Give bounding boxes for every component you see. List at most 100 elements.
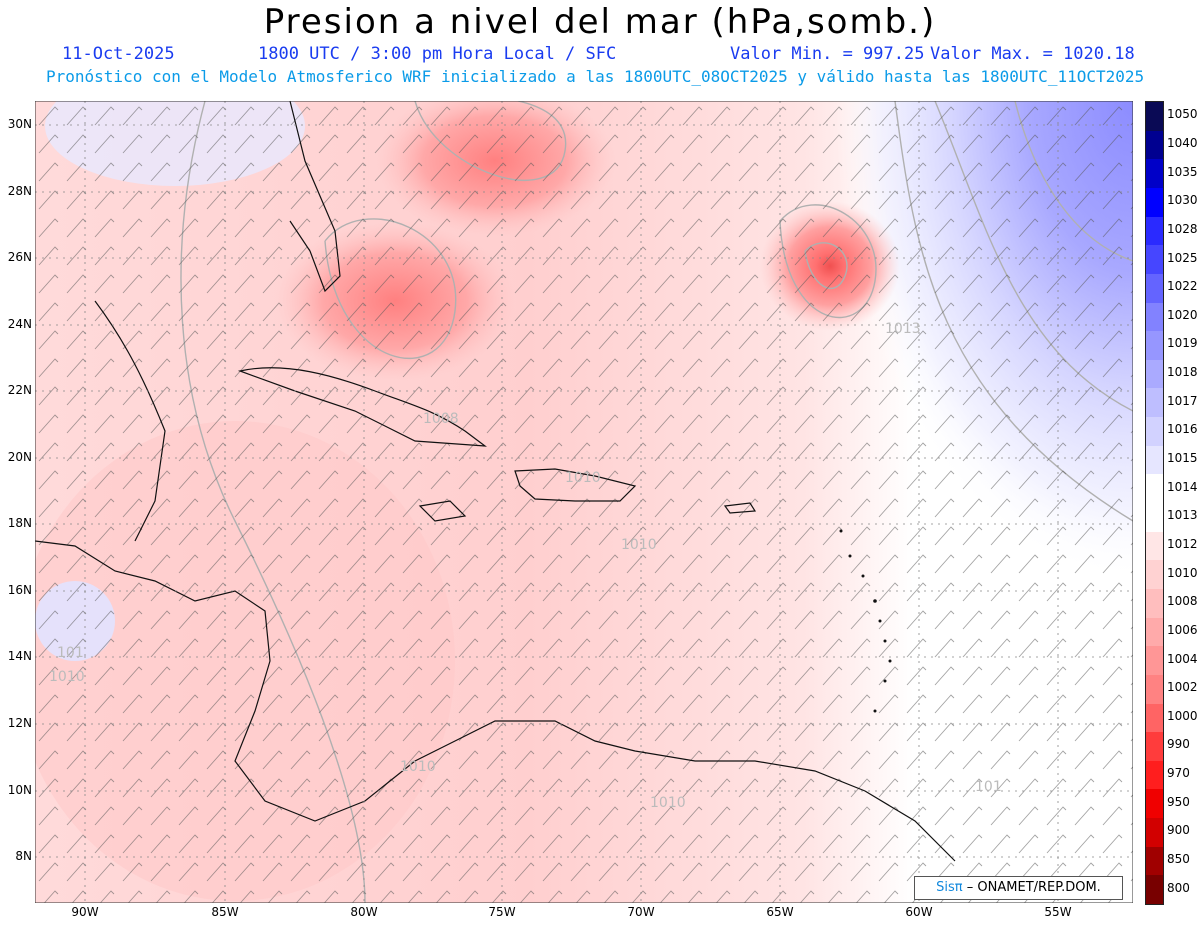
sispi-logo: Sisπ (936, 880, 963, 895)
colorbar-cell (1146, 388, 1163, 418)
lon-tick: 60W (905, 905, 933, 919)
colorbar-cell (1146, 331, 1163, 361)
colorbar-cell (1146, 445, 1163, 475)
lat-tick: 18N (7, 516, 32, 530)
colorbar-label: 1050 (1167, 107, 1198, 122)
credit-text: – ONAMET/REP.DOM. (966, 880, 1101, 895)
colorbar-label: 1013 (1167, 508, 1198, 523)
wind-barbs (35, 101, 1133, 903)
contour-label: 1010 (400, 759, 436, 775)
colorbar-label: 1028 (1167, 221, 1198, 236)
contour-label: 1010 (565, 470, 601, 486)
colorbar-cell (1146, 560, 1163, 590)
model-info: Pronóstico con el Modelo Atmosferico WRF… (46, 67, 1145, 86)
colorbar-cell (1146, 130, 1163, 160)
graticule (35, 101, 1133, 903)
contour-label: 1010 (49, 669, 85, 685)
colorbar-label: 990 (1167, 737, 1190, 752)
contour-label: 1010 (650, 795, 686, 811)
min-value: Valor Min. = 997.25 (730, 44, 925, 64)
colorbar-label: 950 (1167, 794, 1190, 809)
colorbar-cell (1146, 245, 1163, 275)
colorbar-label: 1018 (1167, 365, 1198, 380)
lon-tick: 80W (350, 905, 378, 919)
lat-tick: 26N (7, 250, 32, 264)
colorbar-cell (1146, 588, 1163, 619)
colorbar-cell (1146, 302, 1163, 332)
lon-tick: 55W (1044, 905, 1072, 919)
florida-coast (289, 101, 341, 293)
contour-label: 101 (57, 645, 84, 661)
yucatan-coast (94, 300, 166, 542)
colorbar-label: 1014 (1167, 479, 1198, 494)
colorbar-cell (1146, 646, 1163, 676)
colorbar-label: 850 (1167, 852, 1190, 867)
contour-label: 1008 (423, 411, 459, 427)
lat-tick: 20N (7, 450, 32, 464)
coastlines (35, 101, 956, 862)
mainland-coast (35, 540, 956, 862)
colorbar-label: 1040 (1167, 135, 1198, 150)
map-title: Presion a nivel del mar (hPa,somb.) (263, 2, 937, 42)
colorbar-cell (1146, 187, 1163, 218)
colorbar-label: 900 (1167, 823, 1190, 838)
colorbar-cell (1146, 875, 1163, 905)
colorbar-label: 1000 (1167, 708, 1198, 723)
colorbar-label: 1035 (1167, 164, 1198, 179)
lat-tick: 12N (7, 716, 32, 730)
contour-label: 101 (975, 779, 1002, 795)
lon-tick: 65W (766, 905, 794, 919)
max-value: Valor Max. = 1020.18 (930, 44, 1135, 64)
colorbar-label: 1004 (1167, 651, 1198, 666)
lon-tick: 85W (211, 905, 239, 919)
lat-tick: 28N (7, 184, 32, 198)
colorbar (1145, 101, 1164, 905)
colorbar-label: 1010 (1167, 565, 1198, 580)
lat-tick: 30N (7, 117, 32, 131)
lat-tick: 8N (15, 849, 32, 863)
colorbar-cell (1146, 531, 1163, 561)
colorbar-cell (1146, 102, 1163, 132)
contour-label: 1010 (621, 537, 657, 553)
colorbar-label: 1016 (1167, 422, 1198, 437)
lon-tick: 75W (488, 905, 516, 919)
lat-tick: 22N (7, 383, 32, 397)
colorbar-cell (1146, 474, 1163, 504)
colorbar-cell (1146, 273, 1163, 303)
lat-tick: 24N (7, 317, 32, 331)
colorbar-label: 1025 (1167, 250, 1198, 265)
lat-tick: 14N (7, 649, 32, 663)
colorbar-label: 1017 (1167, 393, 1198, 408)
colorbar-cell (1146, 732, 1163, 762)
colorbar-label: 1006 (1167, 622, 1198, 637)
colorbar-cell (1146, 818, 1163, 848)
hispaniola-coast (514, 468, 637, 502)
credit-box: Sisπ – ONAMET/REP.DOM. (914, 876, 1123, 900)
colorbar-cell (1146, 417, 1163, 447)
forecast-time: 1800 UTC / 3:00 pm Hora Local / SFC (258, 44, 617, 64)
colorbar-cell (1146, 703, 1163, 733)
lesser-antilles (839, 529, 892, 713)
puerto-rico-coast (723, 502, 757, 514)
pressure-map: 1013 1008 1010 1010 101 1010 1010 1010 1… (35, 101, 1133, 903)
colorbar-label: 970 (1167, 766, 1190, 781)
lat-tick: 10N (7, 783, 32, 797)
colorbar-label: 1020 (1167, 307, 1198, 322)
colorbar-cell (1146, 216, 1163, 246)
colorbar-cell (1146, 760, 1163, 790)
contour-label: 1013 (885, 321, 921, 337)
colorbar-cell (1146, 789, 1163, 819)
colorbar-label: 1030 (1167, 193, 1198, 208)
colorbar-cell (1146, 159, 1163, 189)
colorbar-cell (1146, 674, 1163, 704)
colorbar-label: 1008 (1167, 594, 1198, 609)
colorbar-cell (1146, 503, 1163, 533)
forecast-date: 11-Oct-2025 (62, 44, 175, 64)
lon-tick: 70W (627, 905, 655, 919)
colorbar-label: 1022 (1167, 279, 1198, 294)
colorbar-label: 1019 (1167, 336, 1198, 351)
colorbar-label: 800 (1167, 880, 1190, 895)
colorbar-label: 1012 (1167, 536, 1198, 551)
colorbar-cell (1146, 846, 1163, 876)
colorbar-label: 1002 (1167, 680, 1198, 695)
